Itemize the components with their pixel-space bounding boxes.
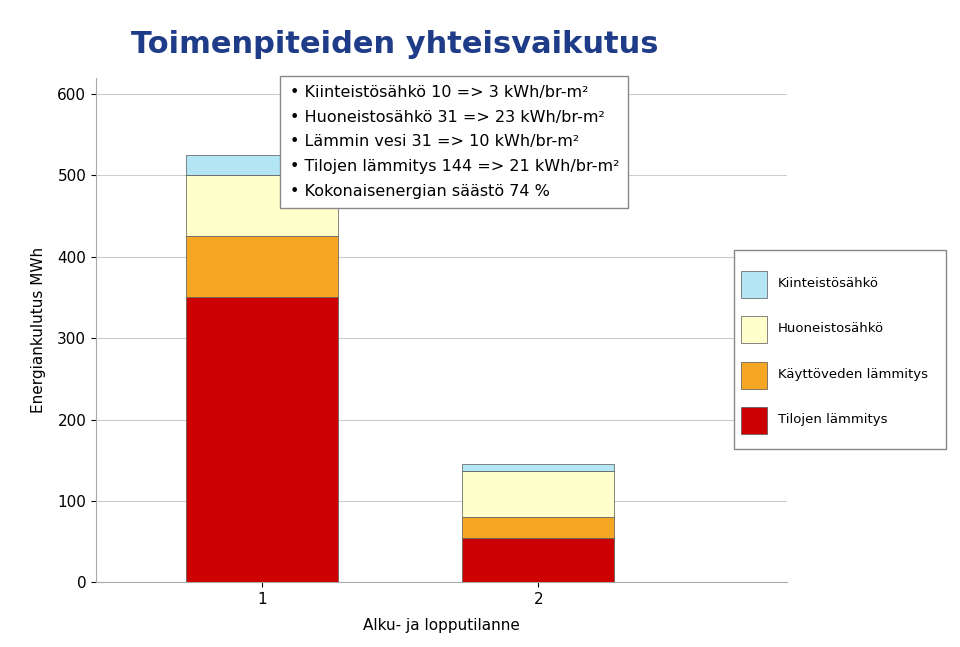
Text: Huoneistosähkö: Huoneistosähkö [779, 322, 884, 335]
Bar [186, 155, 338, 175]
Bar [741, 408, 767, 434]
Bar [463, 471, 614, 517]
Bar [741, 362, 767, 389]
Text: Tilojen lämmitys: Tilojen lämmitys [779, 413, 888, 426]
Y-axis label: Energiankulutus MWh: Energiankulutus MWh [31, 247, 46, 413]
Bar [186, 298, 338, 582]
Bar [463, 538, 614, 582]
Text: 17: 17 [787, 20, 804, 33]
Text: Käyttöveden lämmitys: Käyttöveden lämmitys [779, 367, 928, 380]
Text: • Kiinteistösähkö 10 => 3 kWh/br-m²
• Huoneistosähkö 31 => 23 kWh/br-m²
• Lämmin: • Kiinteistösähkö 10 => 3 kWh/br-m² • Hu… [290, 85, 619, 199]
Bar [741, 316, 767, 343]
FancyBboxPatch shape [734, 250, 946, 449]
Text: 19/1/2010: 19/1/2010 [701, 20, 765, 33]
Bar [463, 465, 614, 471]
Bar [186, 236, 338, 298]
Bar [741, 270, 767, 298]
X-axis label: Alku- ja lopputilanne: Alku- ja lopputilanne [363, 618, 520, 633]
Bar [463, 517, 614, 538]
Text: Toimenpiteiden yhteisvaikutus: Toimenpiteiden yhteisvaikutus [131, 30, 658, 59]
Bar [186, 175, 338, 236]
Text: VTT: VTT [896, 19, 928, 34]
Text: Kiinteistösähkö: Kiinteistösähkö [779, 277, 879, 290]
